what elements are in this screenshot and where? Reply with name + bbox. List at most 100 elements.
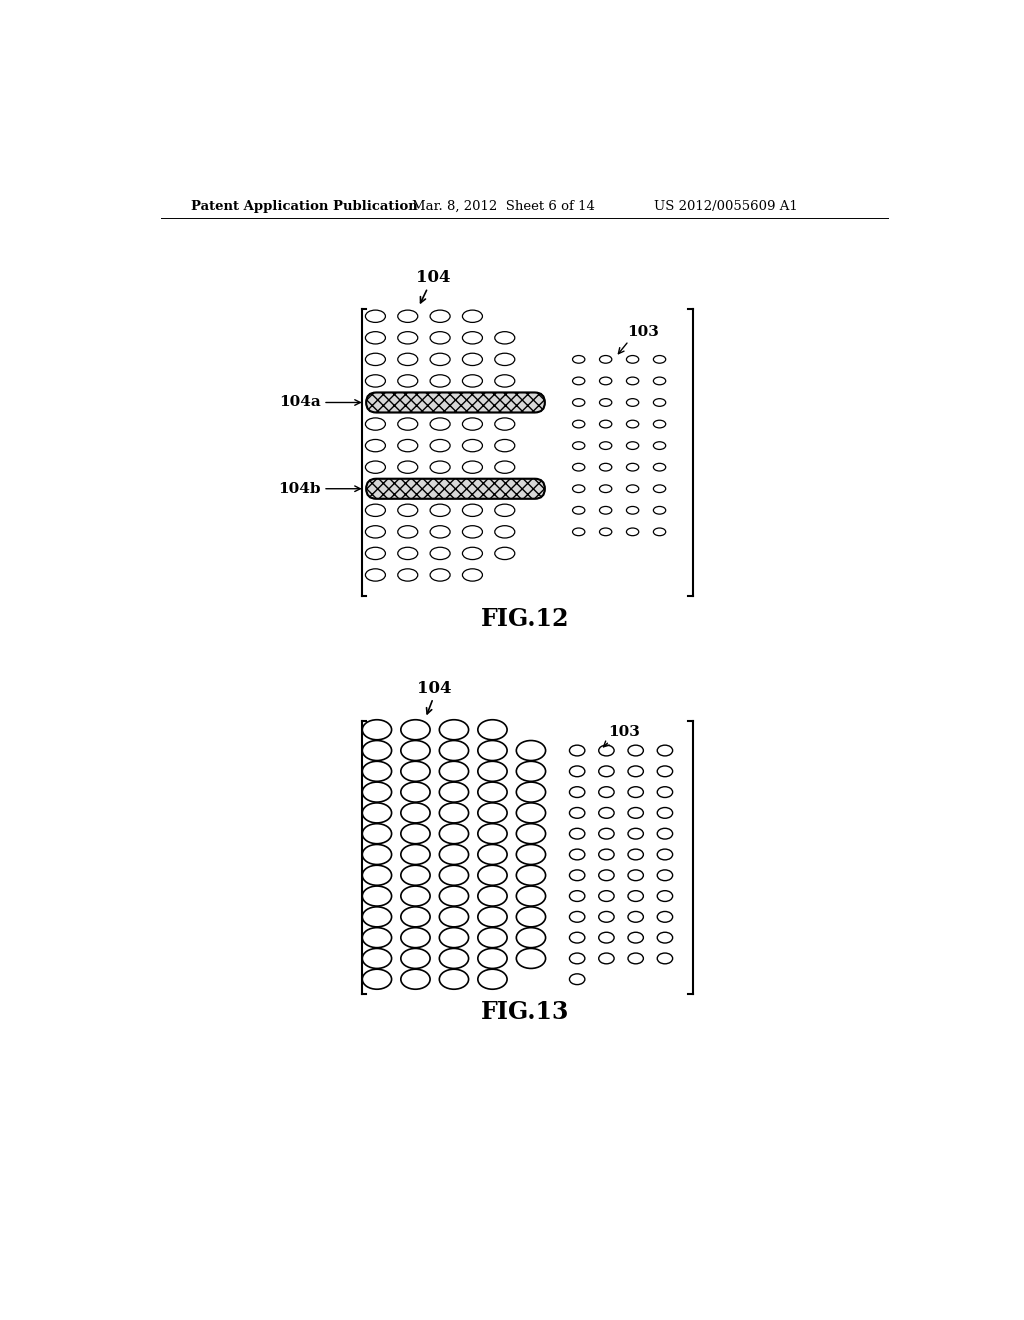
Ellipse shape [478, 762, 507, 781]
Ellipse shape [628, 829, 643, 840]
Ellipse shape [653, 442, 666, 450]
Ellipse shape [569, 766, 585, 776]
Ellipse shape [495, 504, 515, 516]
Ellipse shape [628, 870, 643, 880]
Ellipse shape [599, 484, 611, 492]
Ellipse shape [516, 762, 546, 781]
Ellipse shape [599, 463, 611, 471]
Ellipse shape [439, 845, 469, 865]
Ellipse shape [599, 378, 611, 385]
Ellipse shape [362, 762, 391, 781]
Ellipse shape [572, 420, 585, 428]
Ellipse shape [463, 354, 482, 366]
Ellipse shape [439, 907, 469, 927]
Ellipse shape [400, 969, 430, 989]
Ellipse shape [516, 741, 546, 760]
Ellipse shape [397, 418, 418, 430]
Ellipse shape [599, 420, 611, 428]
Ellipse shape [569, 891, 585, 902]
Ellipse shape [366, 354, 385, 366]
Ellipse shape [599, 355, 611, 363]
Ellipse shape [516, 949, 546, 969]
Ellipse shape [366, 331, 385, 345]
Ellipse shape [478, 969, 507, 989]
Ellipse shape [516, 845, 546, 865]
Ellipse shape [599, 399, 611, 407]
Ellipse shape [439, 886, 469, 906]
Ellipse shape [599, 911, 614, 923]
Ellipse shape [653, 420, 666, 428]
Ellipse shape [569, 911, 585, 923]
Ellipse shape [657, 808, 673, 818]
Ellipse shape [657, 891, 673, 902]
Ellipse shape [569, 974, 585, 985]
Ellipse shape [430, 525, 451, 539]
Ellipse shape [463, 440, 482, 451]
Ellipse shape [627, 507, 639, 515]
Ellipse shape [397, 440, 418, 451]
Ellipse shape [400, 866, 430, 886]
Ellipse shape [400, 803, 430, 822]
Ellipse shape [653, 507, 666, 515]
Ellipse shape [569, 932, 585, 942]
Ellipse shape [599, 953, 614, 964]
Ellipse shape [397, 354, 418, 366]
Ellipse shape [463, 525, 482, 539]
Ellipse shape [495, 375, 515, 387]
Ellipse shape [627, 420, 639, 428]
Ellipse shape [400, 824, 430, 843]
Ellipse shape [439, 719, 469, 739]
Ellipse shape [366, 440, 385, 451]
Ellipse shape [599, 766, 614, 776]
Ellipse shape [599, 744, 614, 756]
Ellipse shape [400, 907, 430, 927]
Text: US 2012/0055609 A1: US 2012/0055609 A1 [654, 199, 798, 213]
Ellipse shape [400, 949, 430, 969]
Ellipse shape [572, 463, 585, 471]
Ellipse shape [463, 461, 482, 474]
Ellipse shape [569, 849, 585, 859]
Ellipse shape [627, 442, 639, 450]
Ellipse shape [362, 866, 391, 886]
Ellipse shape [628, 744, 643, 756]
Ellipse shape [653, 463, 666, 471]
Ellipse shape [653, 528, 666, 536]
Ellipse shape [599, 891, 614, 902]
Ellipse shape [400, 741, 430, 760]
FancyBboxPatch shape [367, 392, 545, 412]
Ellipse shape [439, 803, 469, 822]
Ellipse shape [400, 762, 430, 781]
Ellipse shape [362, 949, 391, 969]
Ellipse shape [653, 378, 666, 385]
Ellipse shape [430, 569, 451, 581]
Ellipse shape [439, 781, 469, 803]
Ellipse shape [463, 569, 482, 581]
Ellipse shape [599, 787, 614, 797]
Ellipse shape [569, 953, 585, 964]
Text: 103: 103 [628, 325, 659, 339]
Ellipse shape [397, 310, 418, 322]
Ellipse shape [478, 845, 507, 865]
Ellipse shape [366, 548, 385, 560]
Ellipse shape [599, 829, 614, 840]
Ellipse shape [439, 762, 469, 781]
Ellipse shape [628, 766, 643, 776]
Ellipse shape [628, 932, 643, 942]
Ellipse shape [463, 375, 482, 387]
Ellipse shape [599, 442, 611, 450]
Ellipse shape [362, 741, 391, 760]
Ellipse shape [439, 824, 469, 843]
Ellipse shape [430, 440, 451, 451]
Ellipse shape [400, 928, 430, 948]
Text: 104b: 104b [279, 482, 321, 496]
Ellipse shape [599, 808, 614, 818]
Ellipse shape [397, 375, 418, 387]
Ellipse shape [478, 928, 507, 948]
Ellipse shape [366, 525, 385, 539]
Ellipse shape [439, 949, 469, 969]
Ellipse shape [627, 528, 639, 536]
Ellipse shape [397, 331, 418, 345]
Ellipse shape [657, 932, 673, 942]
Text: FIG.13: FIG.13 [480, 999, 569, 1023]
Ellipse shape [628, 787, 643, 797]
